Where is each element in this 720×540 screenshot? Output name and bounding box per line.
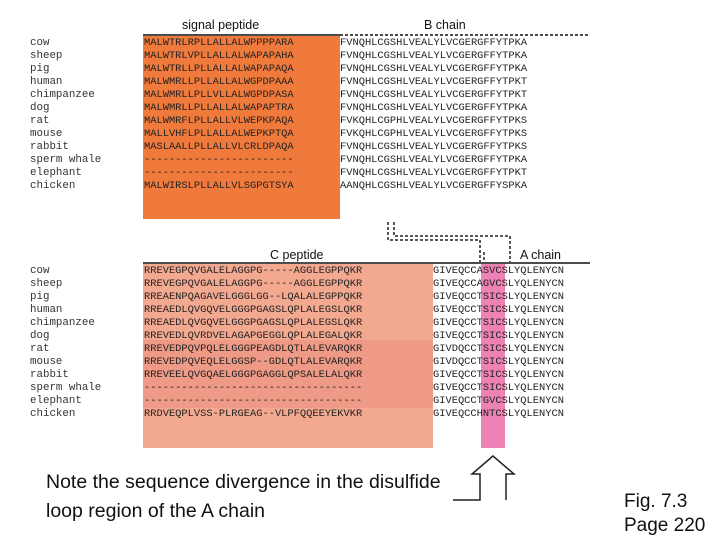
top-signal-sequence: MALWMRLLPLLALLALWAPAPTRA [144, 102, 294, 114]
top-b-sequence: FVNQHLCGSHLVEALYLVCGERGFFYTPKA [340, 37, 528, 49]
disulfide-loop-highlight [481, 264, 505, 448]
top-species-label: chimpanzee [30, 89, 95, 101]
top-b-sequence: FVNQHLCGSHLVEALYLVCGERGFFYTPKA [340, 63, 528, 75]
top-b-sequence: FVNQHLCGSHLVEALYLVCGERGFFYTPKA [340, 154, 528, 166]
bottom-c-sequence: RREVEDLQVRDVELAGAPGEGGLQPLALEGALQKR [144, 330, 363, 342]
bottom-a-sequence: GIVEQCCAGVCSLYQLENYCN [433, 278, 564, 290]
top-species-label: sperm whale [30, 154, 102, 166]
bottom-c-sequence: RREVEDPQVEQLELGGSP--GDLQTLALEVARQKR [144, 356, 363, 368]
a-chain-header: A chain [520, 248, 562, 262]
b-chain-header: B chain [424, 18, 466, 32]
top-species-label: elephant [30, 167, 82, 179]
top-b-sequence: FVKQHLCGPHLVEALYLVCGERGFFYTPKS [340, 128, 528, 140]
bottom-a-sequence: GIVEQCCHNTCSLYQLENYCN [433, 408, 564, 420]
top-signal-sequence: MASLAALLPLLALLVLCRLDPAQA [144, 141, 294, 153]
top-species-label: dog [30, 102, 50, 114]
figure-number: Fig. 7.3 [624, 491, 688, 512]
arrow-up-icon [453, 455, 517, 501]
top-b-sequence: FVNQHLCGSHLVEALYLVCGERGFFYTPKT [340, 76, 528, 88]
top-signal-sequence: MALWMRFLPLLALLVLWEPKPAQA [144, 115, 294, 127]
bottom-a-sequence: GIVDQCCTSICSLYQLENYCN [433, 343, 564, 355]
bottom-c-sequence: RREAENPQAGAVELGGGLGG--LQALALEGPPQKR [144, 291, 363, 303]
top-b-sequence: FVNQHLCGSHLVEALYLVCGERGFFYTPKA [340, 102, 528, 114]
c-peptide-header: C peptide [270, 248, 324, 262]
top-b-sequence: FVNQHLCGSHLVEALYLVCGERGFFYTPKT [340, 167, 528, 179]
top-signal-sequence: MALWTRLVPLLALLALWAPAPAHA [144, 50, 294, 62]
top-signal-sequence: MALWMRLLPLLALLALWGPDPAAA [144, 76, 294, 88]
bottom-species-label: sheep [30, 278, 63, 290]
signal-peptide-highlight [143, 36, 340, 219]
bottom-species-label: rabbit [30, 369, 69, 381]
bottom-species-label: cow [30, 265, 50, 277]
top-species-label: chicken [30, 180, 76, 192]
bottom-c-sequence: RREVEDPQVPQLELGGGPEAGDLQTLALEVARQKR [144, 343, 363, 355]
top-species-label: cow [30, 37, 50, 49]
bottom-a-sequence: GIVEQCCTSICSLYQLENYCN [433, 291, 564, 303]
bottom-a-sequence: GIVEQCCTSICSLYQLENYCN [433, 369, 564, 381]
page-number: Page 220 [624, 515, 706, 536]
bottom-c-sequence: RREAEDLQVGQVELGGGPGAGSLQPLALEGSLQKR [144, 304, 363, 316]
bottom-species-label: pig [30, 291, 50, 303]
top-b-sequence: AANQHLCGSHLVEALYLVCGERGFFYSPKA [340, 180, 528, 192]
top-species-label: mouse [30, 128, 63, 140]
top-b-sequence: FVNQHLCGSHLVEALYLVCGERGFFYTPKT [340, 89, 528, 101]
c-peptide-highlight-mid [143, 340, 433, 408]
top-species-label: human [30, 76, 63, 88]
top-species-label: rabbit [30, 141, 69, 153]
bottom-c-sequence: RRDVEQPLVSS-PLRGEAG--VLPFQQEEYEKVKR [144, 408, 363, 420]
bottom-a-sequence: GIVEQCCTSICSLYQLENYCN [433, 330, 564, 342]
top-b-sequence: FVNQHLCGSHLVEALYLVCGERGFFYTPKA [340, 50, 528, 62]
bottom-a-sequence: GIVEQCCTSICSLYQLENYCN [433, 382, 564, 394]
bottom-species-label: human [30, 304, 63, 316]
bottom-a-sequence: GIVDQCCTSICSLYQLENYCN [433, 356, 564, 368]
bottom-species-label: chimpanzee [30, 317, 95, 329]
bottom-c-sequence: RREVEGPQVGALELAGGPG-----AGGLEGPPQKR [144, 265, 363, 277]
bottom-c-sequence: ----------------------------------- [144, 382, 363, 394]
figure-caption: Note the sequence divergence in the disu… [46, 471, 441, 522]
top-signal-sequence: MALWMRLLPLLVLLALWGPDPASA [144, 89, 294, 101]
top-signal-sequence: MALWTRLRPLLALLALWPPPPARA [144, 37, 294, 49]
bottom-c-sequence: RREAEDLQVGQVELGGGPGAGSLQPLALEGSLQKR [144, 317, 363, 329]
bottom-a-sequence: GIVEQCCTSICSLYQLENYCN [433, 317, 564, 329]
bottom-species-label: chicken [30, 408, 76, 420]
bottom-c-sequence: RREVEGPQVGALELAGGPG-----AGGLEGPPQKR [144, 278, 363, 290]
top-species-label: pig [30, 63, 50, 75]
top-signal-sequence: ------------------------ [144, 167, 294, 179]
signal-peptide-header: signal peptide [182, 18, 260, 32]
top-b-sequence: FVKQHLCGPHLVEALYLVCGERGFFYTPKS [340, 115, 528, 127]
bottom-species-label: elephant [30, 395, 82, 407]
bottom-species-label: dog [30, 330, 50, 342]
top-species-label: sheep [30, 50, 63, 62]
figure-reference: Fig. 7.3 Page 220 [624, 490, 705, 538]
bottom-c-sequence: RREVEELQVGQAELGGGPGAGGLQPSALELALQKR [144, 369, 363, 381]
bottom-c-sequence: ----------------------------------- [144, 395, 363, 407]
bottom-species-label: rat [30, 343, 50, 355]
top-signal-sequence: MALLVHFLPLLALLALWEPKPTQA [144, 128, 294, 140]
bottom-a-sequence: GIVEQCCTSICSLYQLENYCN [433, 304, 564, 316]
top-species-label: rat [30, 115, 50, 127]
bottom-a-sequence: GIVEQCCTGVCSLYQLENYCN [433, 395, 564, 407]
bottom-species-label: sperm whale [30, 382, 102, 394]
top-b-sequence: FVNQHLCGSHLVEALYLVCGERGFFYTPKS [340, 141, 528, 153]
bottom-species-label: mouse [30, 356, 63, 368]
top-signal-sequence: MALWTRLLPLLALLALWAPAPAQA [144, 63, 294, 75]
bottom-a-sequence: GIVEQCCASVCSLYQLENYCN [433, 265, 564, 277]
top-signal-sequence: ------------------------ [144, 154, 294, 166]
top-signal-sequence: MALWIRSLPLLALLVLSGPGTSYA [144, 180, 294, 192]
